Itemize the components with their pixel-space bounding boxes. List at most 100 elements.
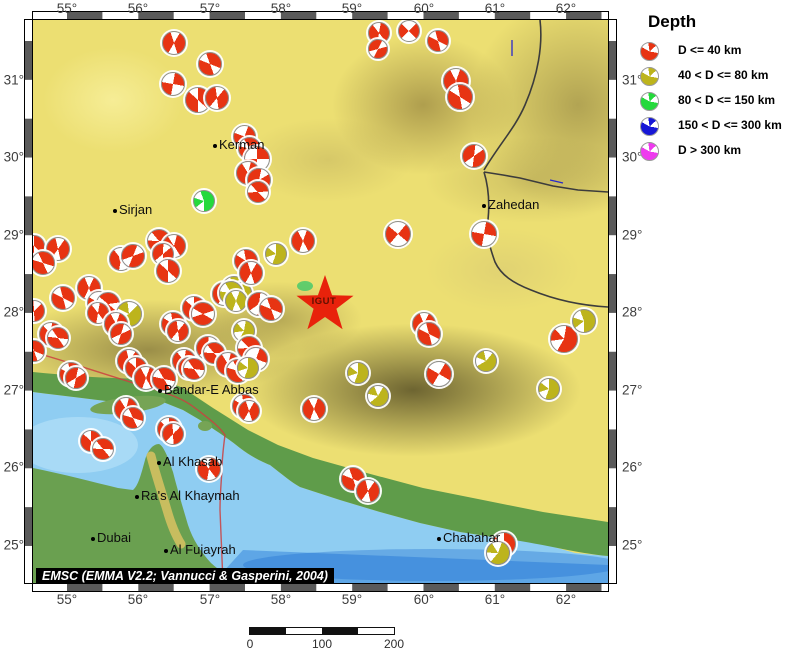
legend-beachball-icon — [640, 117, 659, 136]
border-iran-pakistan — [483, 171, 608, 308]
focal-mechanism-ball — [356, 479, 380, 503]
axis-tick-label: 56° — [127, 592, 149, 607]
border-iran-afghanistan — [483, 20, 542, 171]
focal-mechanism-ball — [191, 302, 215, 326]
scale-bar-label: 200 — [383, 637, 405, 650]
axis-tick-label: 62° — [555, 592, 577, 607]
legend-items: D <= 40 km 40 < D <= 80 km 80 < D <= 150 k… — [636, 40, 786, 165]
focal-mechanism-ball — [198, 52, 222, 76]
legend-beachball-icon — [640, 142, 659, 161]
focal-mechanism-ball — [368, 39, 388, 59]
legend-item-label: 80 < D <= 150 km — [678, 93, 776, 107]
axis-tick-label: 57° — [199, 1, 221, 16]
axis-tick-label: 60° — [413, 1, 435, 16]
city-dot — [91, 537, 95, 541]
peninsula-land — [33, 444, 241, 583]
focal-mechanism-ball — [247, 181, 269, 203]
focal-mechanism-ball — [265, 243, 287, 265]
focal-mechanism-ball — [447, 84, 473, 110]
axis-tick-label: 25° — [3, 537, 24, 553]
axis-tick-label: 26° — [3, 459, 24, 475]
border-afghanistan-pakistan — [483, 171, 608, 193]
axis-tick-label: 61° — [484, 592, 506, 607]
city-label: Al Khasab — [163, 454, 223, 469]
focal-mechanism-ball — [225, 290, 247, 312]
focal-mechanism-ball — [122, 407, 144, 429]
axis-tick-label: 56° — [127, 1, 149, 16]
focal-mechanism-ball — [162, 423, 184, 445]
focal-mechanism-ball — [347, 362, 369, 384]
focal-mechanism-ball — [183, 358, 205, 380]
small-island — [198, 421, 212, 431]
focal-mechanism-ball — [259, 297, 283, 321]
axis-tick-label: 60° — [413, 592, 435, 607]
focal-mechanism-ball — [110, 323, 132, 345]
focal-mechanism-ball — [65, 367, 87, 389]
axis-tick-label: 61° — [484, 1, 506, 16]
axis-tick-label: 58° — [270, 1, 292, 16]
focal-mechanism-ball — [427, 30, 449, 52]
focal-mechanism-ball — [238, 400, 260, 422]
city-dot — [113, 209, 117, 213]
focal-mechanism-ball — [205, 86, 229, 110]
focal-mechanism-ball — [572, 309, 596, 333]
city-dot — [164, 549, 168, 553]
axis-tick-label: 57° — [199, 592, 221, 607]
city-dot — [213, 144, 217, 148]
legend-item: 80 < D <= 150 km — [636, 90, 786, 115]
axis-tick-label: 30° — [3, 149, 24, 165]
focal-mechanism-ball — [538, 378, 560, 400]
attribution-box: EMSC (EMMA V2.2; Vannucci & Gasperini, 2… — [36, 568, 334, 583]
city-label: Zahedan — [488, 197, 540, 212]
scale-bar-label: 0 — [246, 637, 254, 650]
focal-mechanism-ball — [156, 259, 180, 283]
axis-tick-label: 29° — [3, 227, 24, 243]
focal-mechanism-ball — [417, 322, 441, 346]
focal-mechanism-ball — [51, 286, 75, 310]
depth-legend: Depth D <= 40 km 40 < D <= 80 km 80 < D <=… — [636, 8, 786, 165]
focal-mechanism-ball — [47, 327, 69, 349]
axis-tick-label: 29° — [622, 227, 643, 243]
focal-mechanism-ball — [398, 20, 420, 42]
axis-tick-label: 55° — [56, 1, 78, 16]
city-dot — [135, 495, 139, 499]
legend-beachball-icon — [640, 67, 659, 86]
legend-item-label: 40 < D <= 80 km — [678, 68, 769, 82]
city-label: Chabahar — [443, 530, 501, 545]
legend-beachball-icon — [640, 92, 659, 111]
coastal-green-band — [33, 372, 608, 556]
legend-item: 150 < D <= 300 km — [636, 115, 786, 140]
focal-mechanism-ball — [486, 541, 510, 565]
city-label: Bandar-E Abbas — [164, 382, 259, 397]
focal-mechanism-ball — [475, 350, 497, 372]
city-label: Ra's Al Khaymah — [141, 488, 240, 503]
focal-mechanism-ball — [161, 72, 185, 96]
axis-tick-label: 31° — [3, 72, 24, 88]
axis-tick-label: 59° — [341, 592, 363, 607]
city-label: Al Fujayrah — [170, 542, 236, 557]
peninsula-ridge — [146, 451, 186, 549]
axis-tick-label: 28° — [3, 304, 24, 320]
focal-mechanism-ball — [471, 221, 497, 247]
city-dot — [482, 204, 486, 208]
legend-item-label: D <= 40 km — [678, 43, 742, 57]
scale-bar-label: 100 — [311, 637, 333, 650]
focal-mechanism-ball — [162, 31, 186, 55]
focal-mechanism-ball — [167, 320, 189, 342]
city-dot — [157, 461, 161, 465]
station-star-icon — [296, 275, 354, 330]
city-label: Sirjan — [119, 202, 153, 217]
axis-tick-label: 58° — [270, 592, 292, 607]
city-dot — [158, 389, 162, 393]
focal-mechanism-ball — [367, 385, 389, 407]
legend-item-label: D > 300 km — [678, 143, 742, 157]
focal-mechanism-ball — [33, 251, 55, 275]
map-frame-top — [33, 12, 608, 20]
axis-tick-label: 62° — [555, 1, 577, 16]
river-2 — [549, 179, 564, 184]
green-terrain-spot — [297, 281, 313, 291]
city-label: Kerman — [219, 137, 265, 152]
focal-mechanism-ball — [92, 438, 114, 460]
map-canvas: Kerman Sirjan Zahedan Bandar-E Abbas Al Khas… — [33, 20, 608, 583]
